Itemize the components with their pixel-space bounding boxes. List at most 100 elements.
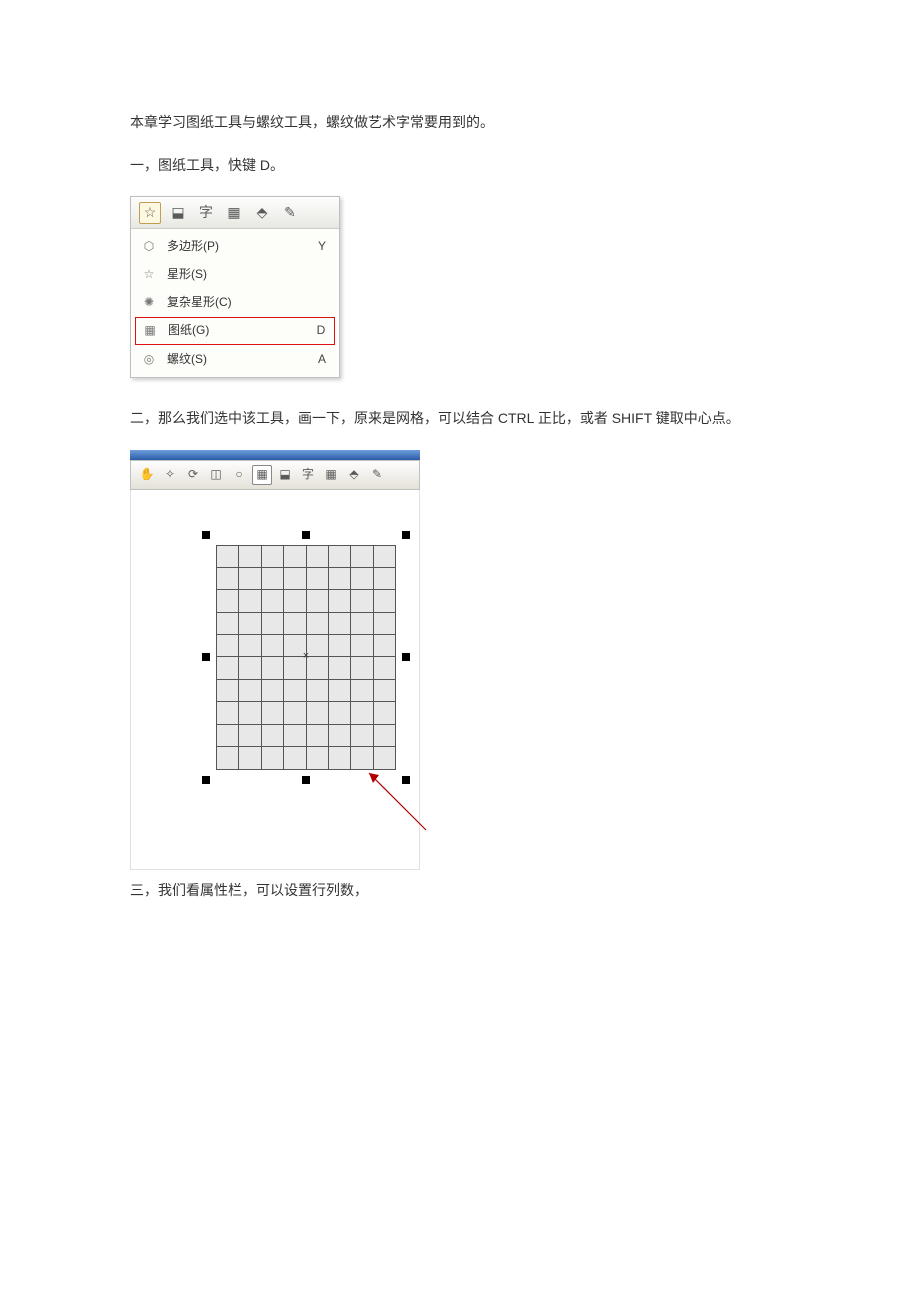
grid-cell [239,702,261,724]
grid-cell [328,590,350,612]
intro-text: 本章学习图纸工具与螺纹工具，螺纹做艺术字常要用到的。 [130,110,790,135]
grid-cell [351,724,373,746]
grid-cell [328,702,350,724]
section3-title: 三，我们看属性栏，可以设置行列数， [130,878,790,903]
handle-mid-left[interactable] [202,653,210,661]
grid-cell [239,657,261,679]
grid-cell [217,612,239,634]
flyout-item-2[interactable]: ✺ 复杂星形(C) [133,289,337,317]
grid-cell [284,702,306,724]
grid-cell [306,545,328,567]
eyedropper-tool-icon[interactable]: ✎ [279,202,301,224]
grid-cell [217,635,239,657]
grid-cell [284,590,306,612]
grid-cell [284,612,306,634]
screenshot-grid-drawn: ✋✧⟳◫○▦⬓字▦⬘✎ × [130,450,420,870]
grid-cell [351,702,373,724]
grid-cell [306,612,328,634]
grid-cell [217,724,239,746]
grid-cell [284,679,306,701]
table-tool-icon[interactable]: ▦ [223,202,245,224]
effects-tool-icon[interactable]: ⬘ [251,202,273,224]
grid-cell [261,679,283,701]
grid-cell [328,747,350,769]
star-tool-icon[interactable]: ☆ [139,202,161,224]
toolbar2-icon-10[interactable]: ✎ [367,465,387,485]
grid-cell [351,679,373,701]
toolbar2-icon-0[interactable]: ✋ [137,465,157,485]
flyout-item-icon: ✺ [141,292,157,314]
grid-cell [351,545,373,567]
toolbar2-icon-4[interactable]: ○ [229,465,249,485]
toolbar2-icon-9[interactable]: ⬘ [344,465,364,485]
flyout-item-icon: ▦ [142,320,158,342]
drawn-grid-object[interactable]: × [216,545,396,770]
toolbar2-icon-8[interactable]: ▦ [321,465,341,485]
grid-cell [261,590,283,612]
grid-cell [328,724,350,746]
section1-title: 一，图纸工具，快键 D。 [130,153,790,178]
grid-cell [284,724,306,746]
grid-cell [239,590,261,612]
toolbar2-icon-5[interactable]: ▦ [252,465,272,485]
flyout-item-1[interactable]: ☆ 星形(S) [133,261,337,289]
grid-cell [373,635,395,657]
grid-cell [328,657,350,679]
handle-top-right[interactable] [402,531,410,539]
grid-cell [261,724,283,746]
text-tool-icon[interactable]: 字 [195,202,217,224]
shape-tool-icon[interactable]: ⬓ [167,202,189,224]
flyout-item-icon: ⬡ [141,236,157,258]
toolbar2-icon-3[interactable]: ◫ [206,465,226,485]
grid-cell [306,590,328,612]
grid-cell [239,567,261,589]
flyout-item-shortcut: Y [315,236,329,258]
grid-cell [373,702,395,724]
grid-cell [328,545,350,567]
annotation-arrow-icon [361,765,431,835]
grid-cell [306,702,328,724]
flyout-item-label: 多边形(P) [167,236,305,258]
toolbar2-icon-2[interactable]: ⟳ [183,465,203,485]
flyout-item-0[interactable]: ⬡ 多边形(P) Y [133,233,337,261]
flyout-item-label: 螺纹(S) [167,349,305,371]
handle-mid-right[interactable] [402,653,410,661]
flyout-item-label: 复杂星形(C) [167,292,305,314]
grid-cell [351,657,373,679]
grid-cell [306,657,328,679]
flyout-item-3[interactable]: ▦图纸(G)D [135,317,335,345]
handle-bot-left[interactable] [202,776,210,784]
grid-cell [328,679,350,701]
grid-cell [351,612,373,634]
toolbar-1: ☆ ⬓ 字 ▦ ⬘ ✎ [131,197,339,229]
toolbar2-icon-7[interactable]: 字 [298,465,318,485]
grid-cell [239,724,261,746]
grid-cell [217,679,239,701]
grid-cell [328,612,350,634]
handle-top-mid[interactable] [302,531,310,539]
grid-cell [284,747,306,769]
handle-top-left[interactable] [202,531,210,539]
flyout-item-4[interactable]: ◎螺纹(S)A [133,346,337,374]
flyout-item-icon: ☆ [141,264,157,286]
grid-cell [239,747,261,769]
handle-bot-mid[interactable] [302,776,310,784]
grid-cell [306,747,328,769]
grid-cell [351,590,373,612]
grid-cell [328,635,350,657]
flyout-item-shortcut: A [315,349,329,371]
grid-cell [261,635,283,657]
toolbar2-icon-1[interactable]: ✧ [160,465,180,485]
grid-cell [217,590,239,612]
flyout-item-label: 星形(S) [167,264,305,286]
grid-cell [373,545,395,567]
grid-cell [261,545,283,567]
grid-cell [261,612,283,634]
grid-cell [306,679,328,701]
grid-cell [284,567,306,589]
toolbar2-icon-6[interactable]: ⬓ [275,465,295,485]
section2-title: 二，那么我们选中该工具，画一下，原来是网格，可以结合 CTRL 正比，或者 SH… [130,406,790,431]
grid-cell [261,567,283,589]
grid-cell [373,567,395,589]
grid-cell [373,612,395,634]
